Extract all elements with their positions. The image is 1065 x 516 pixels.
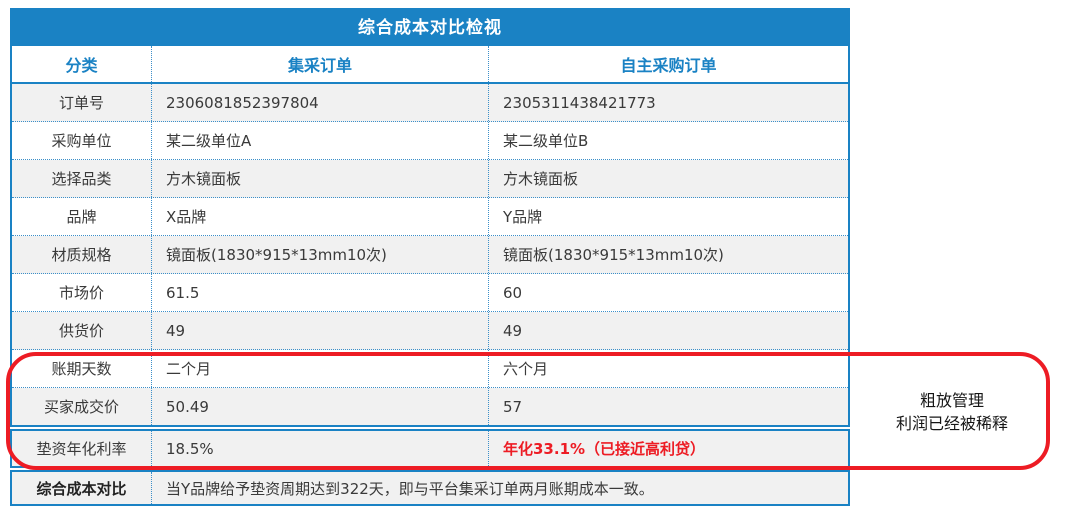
self-order-value: 方木镜面板 xyxy=(503,170,579,188)
row-label: 买家成交价 xyxy=(12,388,152,425)
group-order-value: 49 xyxy=(152,312,489,349)
table-row: 材质规格 镜面板(1830*915*13mm10次) 镜面板(1830*915*… xyxy=(12,236,848,274)
row-label: 订单号 xyxy=(12,84,152,121)
row-label: 品牌 xyxy=(12,198,152,235)
table-title: 综合成本对比检视 xyxy=(12,10,848,46)
group-order-value: 某二级单位A xyxy=(152,122,489,159)
comparison-table: 综合成本对比检视 分类 集采订单 自主采购订单 订单号 230608185239… xyxy=(10,8,850,506)
table-row: 采购单位 某二级单位A 某二级单位B xyxy=(12,122,848,160)
table-row: 账期天数 二个月 六个月 xyxy=(12,350,848,388)
table-row-rate: 垫资年化利率 18.5% 年化33.1%（已接近高利贷） xyxy=(12,431,848,466)
self-order-value: 2305311438421773 xyxy=(503,93,656,112)
row-label: 垫资年化利率 xyxy=(12,431,152,466)
group-order-value: X品牌 xyxy=(152,198,489,235)
table-row-summary: 综合成本对比 当Y品牌给予垫资周期达到322天，即与平台集采订单两月账期成本一致… xyxy=(12,472,848,504)
table-row: 选择品类 方木镜面板 方木镜面板 xyxy=(12,160,848,198)
group-order-value: 18.5% xyxy=(152,431,489,466)
group-order-value: 50.49 xyxy=(152,388,489,425)
group-order-value: 2306081852397804 xyxy=(152,84,489,121)
header-cell-category: 分类 xyxy=(12,46,152,82)
table-header: 分类 集采订单 自主采购订单 xyxy=(12,46,848,84)
self-order-value: 镜面板(1830*915*13mm10次) xyxy=(503,246,724,264)
table-body: 订单号 2306081852397804 2305311438421773 采购… xyxy=(12,84,848,425)
summary-value: 当Y品牌给予垫资周期达到322天，即与平台集采订单两月账期成本一致。 xyxy=(166,479,654,498)
row-label: 选择品类 xyxy=(12,160,152,197)
self-order-value-alert: 年化33.1%（已接近高利贷） xyxy=(503,440,706,458)
row-label: 采购单位 xyxy=(12,122,152,159)
table-row: 品牌 X品牌 Y品牌 xyxy=(12,198,848,236)
summary-row-section: 综合成本对比 当Y品牌给予垫资周期达到322天，即与平台集采订单两月账期成本一致… xyxy=(10,470,850,506)
annotation-line1: 粗放管理 xyxy=(919,391,984,410)
rate-row-section: 垫资年化利率 18.5% 年化33.1%（已接近高利贷） xyxy=(10,429,850,468)
row-label: 账期天数 xyxy=(12,350,152,387)
group-order-value: 镜面板(1830*915*13mm10次) xyxy=(152,236,489,273)
header-cell-self-order: 自主采购订单 xyxy=(620,56,717,75)
row-label: 综合成本对比 xyxy=(12,472,152,504)
self-order-value: 49 xyxy=(503,321,523,340)
table-row: 买家成交价 50.49 57 xyxy=(12,388,848,425)
table-row: 市场价 61.5 60 xyxy=(12,274,848,312)
group-order-value: 二个月 xyxy=(152,350,489,387)
self-order-value: 某二级单位B xyxy=(503,132,589,150)
group-order-value: 61.5 xyxy=(152,274,489,311)
self-order-value: 57 xyxy=(503,397,523,416)
table-row: 供货价 49 49 xyxy=(12,312,848,350)
row-label: 供货价 xyxy=(12,312,152,349)
header-cell-group-order: 集采订单 xyxy=(152,46,489,82)
self-order-value: Y品牌 xyxy=(503,208,543,226)
table-row: 订单号 2306081852397804 2305311438421773 xyxy=(12,84,848,122)
group-order-value: 方木镜面板 xyxy=(152,160,489,197)
row-label: 材质规格 xyxy=(12,236,152,273)
self-order-value: 60 xyxy=(503,283,523,302)
annotation-line2: 利润已经被稀释 xyxy=(895,414,1008,434)
self-order-value: 六个月 xyxy=(503,360,549,378)
main-table-section: 综合成本对比检视 分类 集采订单 自主采购订单 订单号 230608185239… xyxy=(10,8,850,427)
annotation-label: 粗放管理 利润已经被稀释 xyxy=(862,389,1042,435)
row-label: 市场价 xyxy=(12,274,152,311)
